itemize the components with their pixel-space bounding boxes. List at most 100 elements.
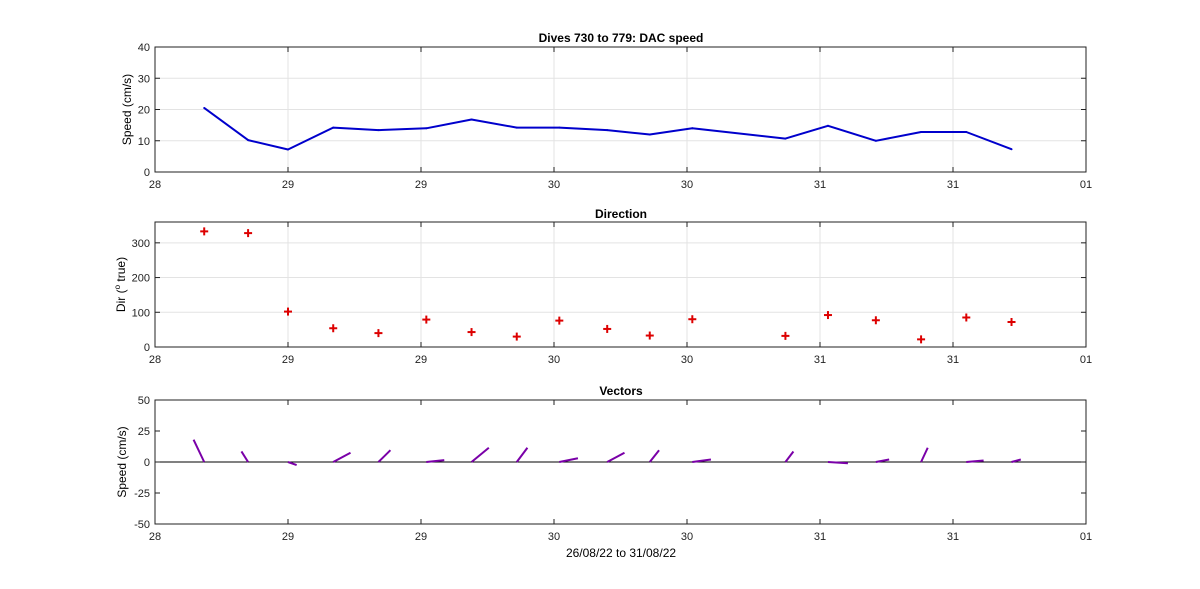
x-tick-label: 28 [149, 179, 161, 191]
speed-ticks: 28 29 29 30 30 31 31 01 0 10 20 30 40 [138, 42, 1092, 191]
x-tick-label: 01 [1080, 531, 1092, 543]
vector-stick [648, 449, 660, 463]
direction-point [467, 328, 476, 337]
direction-series [200, 227, 1016, 344]
vector-stick [332, 451, 351, 463]
speed-chart-title: Dives 730 to 779: DAC speed [539, 31, 704, 45]
speed-point [1010, 148, 1013, 151]
speed-point [691, 127, 694, 130]
y-tick-label: 0 [144, 457, 150, 469]
vector-stick [875, 458, 890, 463]
y-tick-label: 100 [132, 307, 150, 319]
x-tick-label: 28 [149, 531, 161, 543]
y-tick-label: 25 [138, 426, 150, 438]
speed-point [377, 129, 380, 132]
speed-point [332, 126, 335, 129]
direction-point [284, 307, 292, 316]
direction-point [1007, 318, 1016, 326]
speed-series [203, 106, 1013, 151]
x-tick-label: 30 [548, 531, 560, 543]
speed-point [920, 131, 923, 133]
vector-stick [287, 461, 297, 467]
direction-y-label-degree: o [113, 284, 122, 289]
x-tick-label: 31 [947, 354, 959, 366]
direction-axes: Direction 28 29 29 30 30 31 31 01 0 100 200 300 Dir… [113, 207, 1092, 366]
x-tick-label: 31 [947, 179, 959, 191]
vector-stick [606, 451, 625, 463]
x-tick-label: 29 [415, 531, 427, 543]
direction-point [823, 311, 832, 320]
x-tick-label: 01 [1080, 179, 1092, 191]
speed-point [826, 124, 829, 127]
vector-stick [966, 459, 984, 463]
speed-point [965, 131, 968, 133]
vector-stick [426, 459, 445, 463]
y-tick-label: 0 [144, 167, 150, 179]
vector-stick [1011, 458, 1022, 463]
y-tick-label: 20 [138, 105, 150, 117]
x-tick-label: 29 [415, 179, 427, 191]
vectors-series [192, 439, 1022, 467]
direction-y-label-end: true) [114, 257, 128, 285]
speed-point [784, 137, 787, 140]
direction-point [244, 229, 253, 238]
y-tick-label: 50 [138, 395, 150, 407]
x-tick-label: 30 [681, 179, 693, 191]
direction-point [871, 316, 880, 325]
speed-point [203, 106, 206, 109]
direction-point [555, 316, 564, 325]
vector-stick [827, 461, 848, 465]
x-tick-label: 31 [814, 531, 826, 543]
vector-stick [692, 458, 712, 463]
speed-point [287, 148, 289, 151]
speed-point [606, 129, 609, 132]
direction-axes-box [154, 221, 1087, 348]
direction-point [917, 335, 926, 344]
speed-point [470, 118, 473, 121]
direction-ticks: 28 29 29 30 30 31 31 01 0 100 200 300 [132, 222, 1092, 366]
y-tick-label: 200 [132, 273, 150, 285]
direction-point [603, 324, 612, 333]
x-tick-label: 01 [1080, 354, 1092, 366]
direction-y-label-main: Dir ( [114, 289, 128, 312]
x-tick-label: 30 [548, 354, 560, 366]
speed-point [558, 126, 561, 129]
speed-point [247, 139, 250, 142]
y-tick-label: 40 [138, 42, 150, 54]
y-tick-label: 300 [132, 238, 150, 250]
y-tick-label: 30 [138, 73, 150, 85]
x-tick-label: 28 [149, 354, 161, 366]
speed-axes: Dives 730 to 779: DAC speed 28 29 29 30 30 31… [120, 31, 1092, 191]
x-tick-label: 30 [548, 179, 560, 191]
direction-point [374, 329, 383, 338]
vector-stick [784, 450, 795, 463]
vector-stick [559, 457, 579, 463]
direction-point [200, 227, 209, 236]
direction-chart-title: Direction [595, 207, 647, 221]
x-tick-label: 29 [282, 531, 294, 543]
speed-line [203, 107, 1012, 151]
y-tick-label: 0 [144, 342, 150, 354]
vectors-chart-title: Vectors [599, 384, 643, 398]
x-tick-label: 31 [947, 531, 959, 543]
x-tick-label: 31 [814, 179, 826, 191]
y-tick-label: 10 [138, 136, 150, 148]
vector-stick [377, 449, 392, 463]
vector-stick [192, 439, 206, 463]
speed-grid [155, 47, 1086, 172]
x-tick-label: 30 [681, 354, 693, 366]
x-tick-label: 30 [681, 531, 693, 543]
speed-point [425, 127, 428, 130]
x-tick-label: 29 [282, 179, 294, 191]
speed-point [648, 133, 651, 136]
speed-point [874, 139, 877, 142]
speed-point [515, 126, 518, 129]
x-tick-label: 31 [814, 354, 826, 366]
x-tick-label: 29 [415, 354, 427, 366]
y-tick-label: -25 [134, 488, 150, 500]
y-tick-label: -50 [134, 519, 150, 531]
vector-stick [470, 446, 490, 463]
vectors-y-axis-label: Speed (cm/s) [115, 426, 129, 497]
direction-point [329, 324, 338, 333]
